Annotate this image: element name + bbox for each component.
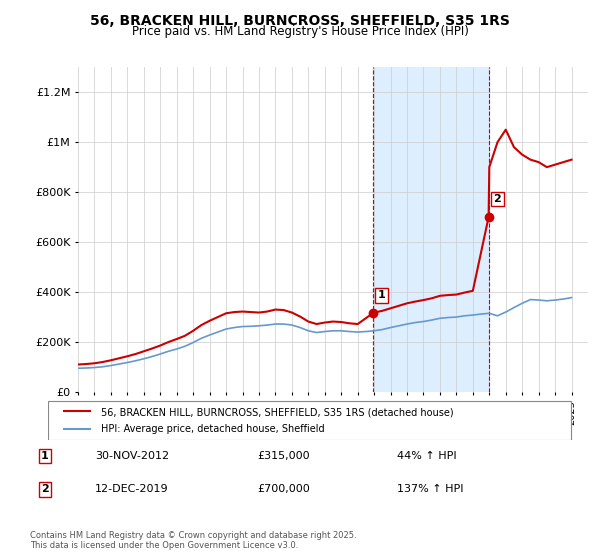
Text: Contains HM Land Registry data © Crown copyright and database right 2025.
This d: Contains HM Land Registry data © Crown c… (30, 530, 356, 550)
Text: HPI: Average price, detached house, Sheffield: HPI: Average price, detached house, Shef… (101, 424, 325, 435)
Text: 1: 1 (41, 451, 49, 461)
Text: £700,000: £700,000 (257, 484, 310, 494)
Text: £315,000: £315,000 (257, 451, 310, 461)
Text: 1: 1 (377, 290, 385, 300)
FancyBboxPatch shape (48, 401, 571, 440)
Text: 137% ↑ HPI: 137% ↑ HPI (397, 484, 464, 494)
Text: 56, BRACKEN HILL, BURNCROSS, SHEFFIELD, S35 1RS (detached house): 56, BRACKEN HILL, BURNCROSS, SHEFFIELD, … (101, 407, 454, 417)
Text: 30-NOV-2012: 30-NOV-2012 (95, 451, 169, 461)
Text: 12-DEC-2019: 12-DEC-2019 (95, 484, 169, 494)
Text: Price paid vs. HM Land Registry's House Price Index (HPI): Price paid vs. HM Land Registry's House … (131, 25, 469, 38)
Text: 56, BRACKEN HILL, BURNCROSS, SHEFFIELD, S35 1RS: 56, BRACKEN HILL, BURNCROSS, SHEFFIELD, … (90, 14, 510, 28)
Text: 2: 2 (41, 484, 49, 494)
Text: 2: 2 (494, 194, 501, 204)
Text: 44% ↑ HPI: 44% ↑ HPI (397, 451, 457, 461)
Bar (373, 67, 488, 392)
